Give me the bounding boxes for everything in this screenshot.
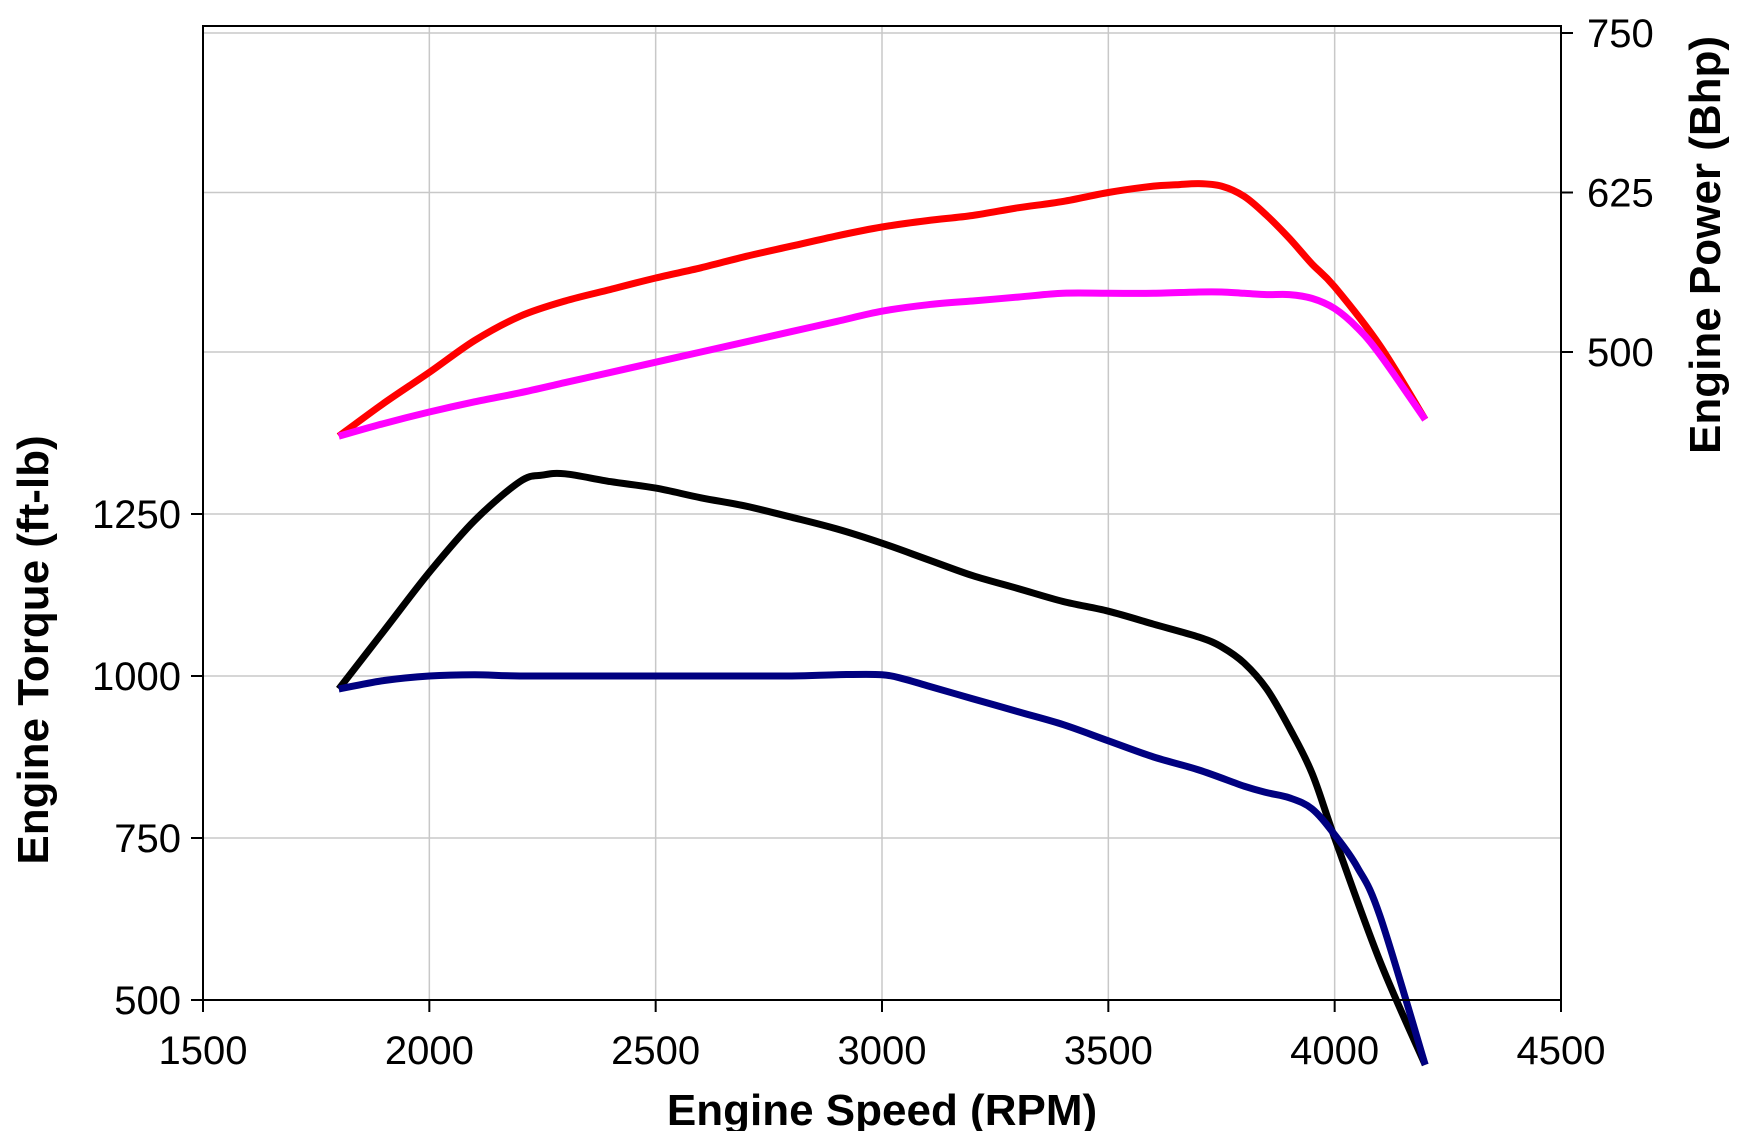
left-y-tick-label: 750 [114, 817, 181, 861]
right-y-axis-title: Engine Power (Bhp) [1681, 36, 1730, 454]
series-line-4-left-axis [338, 670, 1429, 1066]
right-y-tick-label: 500 [1587, 331, 1654, 375]
grid-lines [203, 26, 1561, 1000]
x-tick-label: 3500 [1064, 1029, 1153, 1073]
left-y-axis-title: Engine Torque (ft-lb) [9, 435, 58, 864]
right-y-tick-label: 750 [1587, 12, 1654, 56]
series-line-1-right-axis [336, 180, 1429, 440]
x-tick-label: 2000 [385, 1029, 474, 1073]
series-line-3-left-axis [336, 469, 1429, 1067]
x-tick-label: 4000 [1290, 1029, 1379, 1073]
tick-layer: 1500 2000 2500 3000 3500 4000 4500 500 750 1000 12… [92, 12, 1654, 1073]
x-tick-label: 4500 [1517, 1029, 1606, 1073]
x-tick-label: 1500 [159, 1029, 248, 1073]
series-layer [336, 180, 1429, 1067]
x-tick-label: 2500 [611, 1029, 700, 1073]
x-axis-title: Engine Speed (RPM) [667, 1086, 1097, 1131]
left-y-tick-label: 1000 [92, 655, 181, 699]
left-y-tick-label: 500 [114, 979, 181, 1023]
x-tick-label: 3000 [838, 1029, 927, 1073]
left-y-tick-label: 1250 [92, 493, 181, 537]
right-y-tick-label: 625 [1587, 172, 1654, 216]
series-line-2-right-axis [337, 288, 1429, 440]
